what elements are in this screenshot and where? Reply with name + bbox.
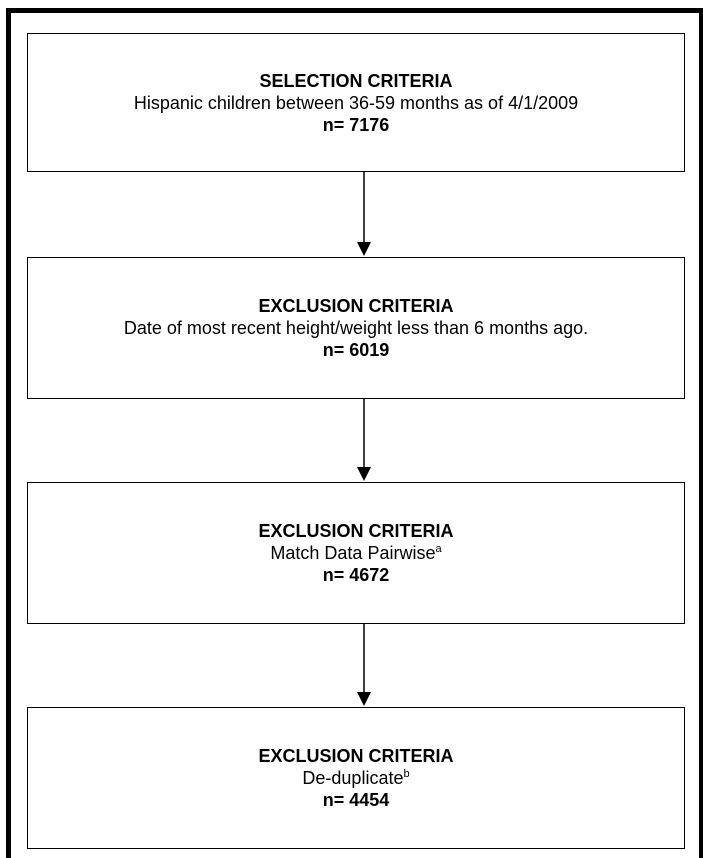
step-count: n= 4672 [322, 565, 390, 585]
step-description: Match Data Pairwisea [270, 543, 442, 563]
step-description: Hispanic children between 36-59 months a… [133, 92, 579, 113]
exclusion-criteria-box-2: EXCLUSION CRITERIA Match Data Pairwisea … [27, 482, 685, 624]
exclusion-criteria-box-3: EXCLUSION CRITERIA De-duplicateb n= 4454 [27, 707, 685, 849]
step-count: n= 6019 [322, 340, 390, 360]
step-heading: EXCLUSION CRITERIA [258, 521, 454, 541]
step-count: n= 7176 [322, 114, 390, 135]
arrow-3-to-4 [357, 624, 371, 706]
footnote-marker: b [403, 768, 410, 780]
step-heading: SELECTION CRITERIA [259, 70, 453, 91]
selection-criteria-box: SELECTION CRITERIA Hispanic children bet… [27, 33, 685, 172]
step-heading: EXCLUSION CRITERIA [258, 296, 454, 316]
footnote-marker: a [435, 543, 442, 555]
step-description: Date of most recent height/weight less t… [123, 318, 589, 338]
arrow-2-to-3 [357, 399, 371, 481]
step-description: De-duplicateb [302, 768, 410, 788]
frame-left-border [6, 8, 11, 858]
frame-right-border [699, 8, 703, 858]
step-heading: EXCLUSION CRITERIA [258, 746, 454, 766]
frame-top-border [6, 8, 703, 13]
arrow-1-to-2 [357, 172, 371, 256]
exclusion-criteria-box-1: EXCLUSION CRITERIA Date of most recent h… [27, 257, 685, 399]
step-count: n= 4454 [322, 790, 390, 810]
